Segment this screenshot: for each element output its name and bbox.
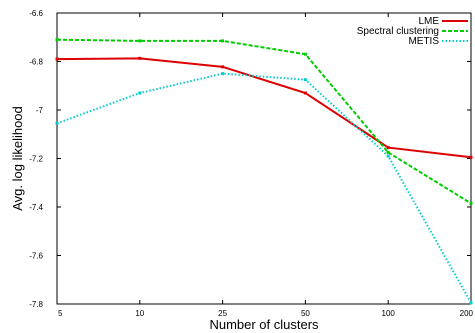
data-point-lme: [469, 155, 473, 159]
data-point-spectral-clustering: [138, 39, 142, 43]
y-tick-label: -7: [36, 106, 44, 115]
x-tick-label: 10: [135, 309, 144, 318]
y-axis-title: Avg. log likelihood: [10, 106, 25, 211]
data-point-metis: [469, 301, 473, 305]
data-point-lme: [221, 65, 225, 69]
y-tick-label: -7.8: [29, 300, 43, 309]
y-tick-label: -6.8: [29, 58, 43, 67]
y-tick-label: -7.4: [29, 203, 43, 212]
x-tick-label: 5: [58, 309, 63, 318]
data-point-lme: [386, 146, 390, 150]
x-tick-label: 100: [382, 309, 396, 318]
data-point-metis: [386, 154, 390, 158]
legend-label-lme: LME: [418, 16, 439, 27]
data-point-lme: [303, 91, 307, 95]
y-tick-label: -6.6: [29, 9, 43, 18]
data-point-metis: [55, 121, 59, 125]
y-tick-label: -7.2: [29, 155, 43, 164]
series-line-metis: [56, 72, 472, 304]
data-point-metis: [221, 72, 225, 76]
data-point-metis: [138, 91, 142, 95]
y-tick-label: -7.6: [29, 252, 43, 261]
series-line-spectral-clustering: [56, 38, 472, 205]
series-line-lme: [56, 57, 472, 159]
data-point-spectral-clustering: [386, 150, 390, 154]
x-axis-title: Number of clusters: [209, 317, 319, 332]
plot-frame: [56, 12, 472, 305]
data-point-lme: [55, 57, 59, 61]
data-point-spectral-clustering: [221, 39, 225, 43]
data-point-spectral-clustering: [303, 52, 307, 56]
data-point-metis: [303, 78, 307, 82]
legend-label-spectral-clustering: Spectral clustering: [357, 26, 439, 37]
series-lme: [55, 56, 473, 159]
data-point-spectral-clustering: [469, 201, 473, 205]
x-tick-label: 25: [218, 309, 227, 318]
data-point-lme: [138, 56, 142, 60]
series-metis: [55, 72, 473, 305]
data-point-spectral-clustering: [55, 38, 59, 42]
x-tick-label: 200: [460, 309, 474, 318]
x-tick-label: 50: [301, 309, 310, 318]
series-spectral-clustering: [55, 38, 473, 205]
legend-label-metis: METIS: [408, 36, 439, 47]
